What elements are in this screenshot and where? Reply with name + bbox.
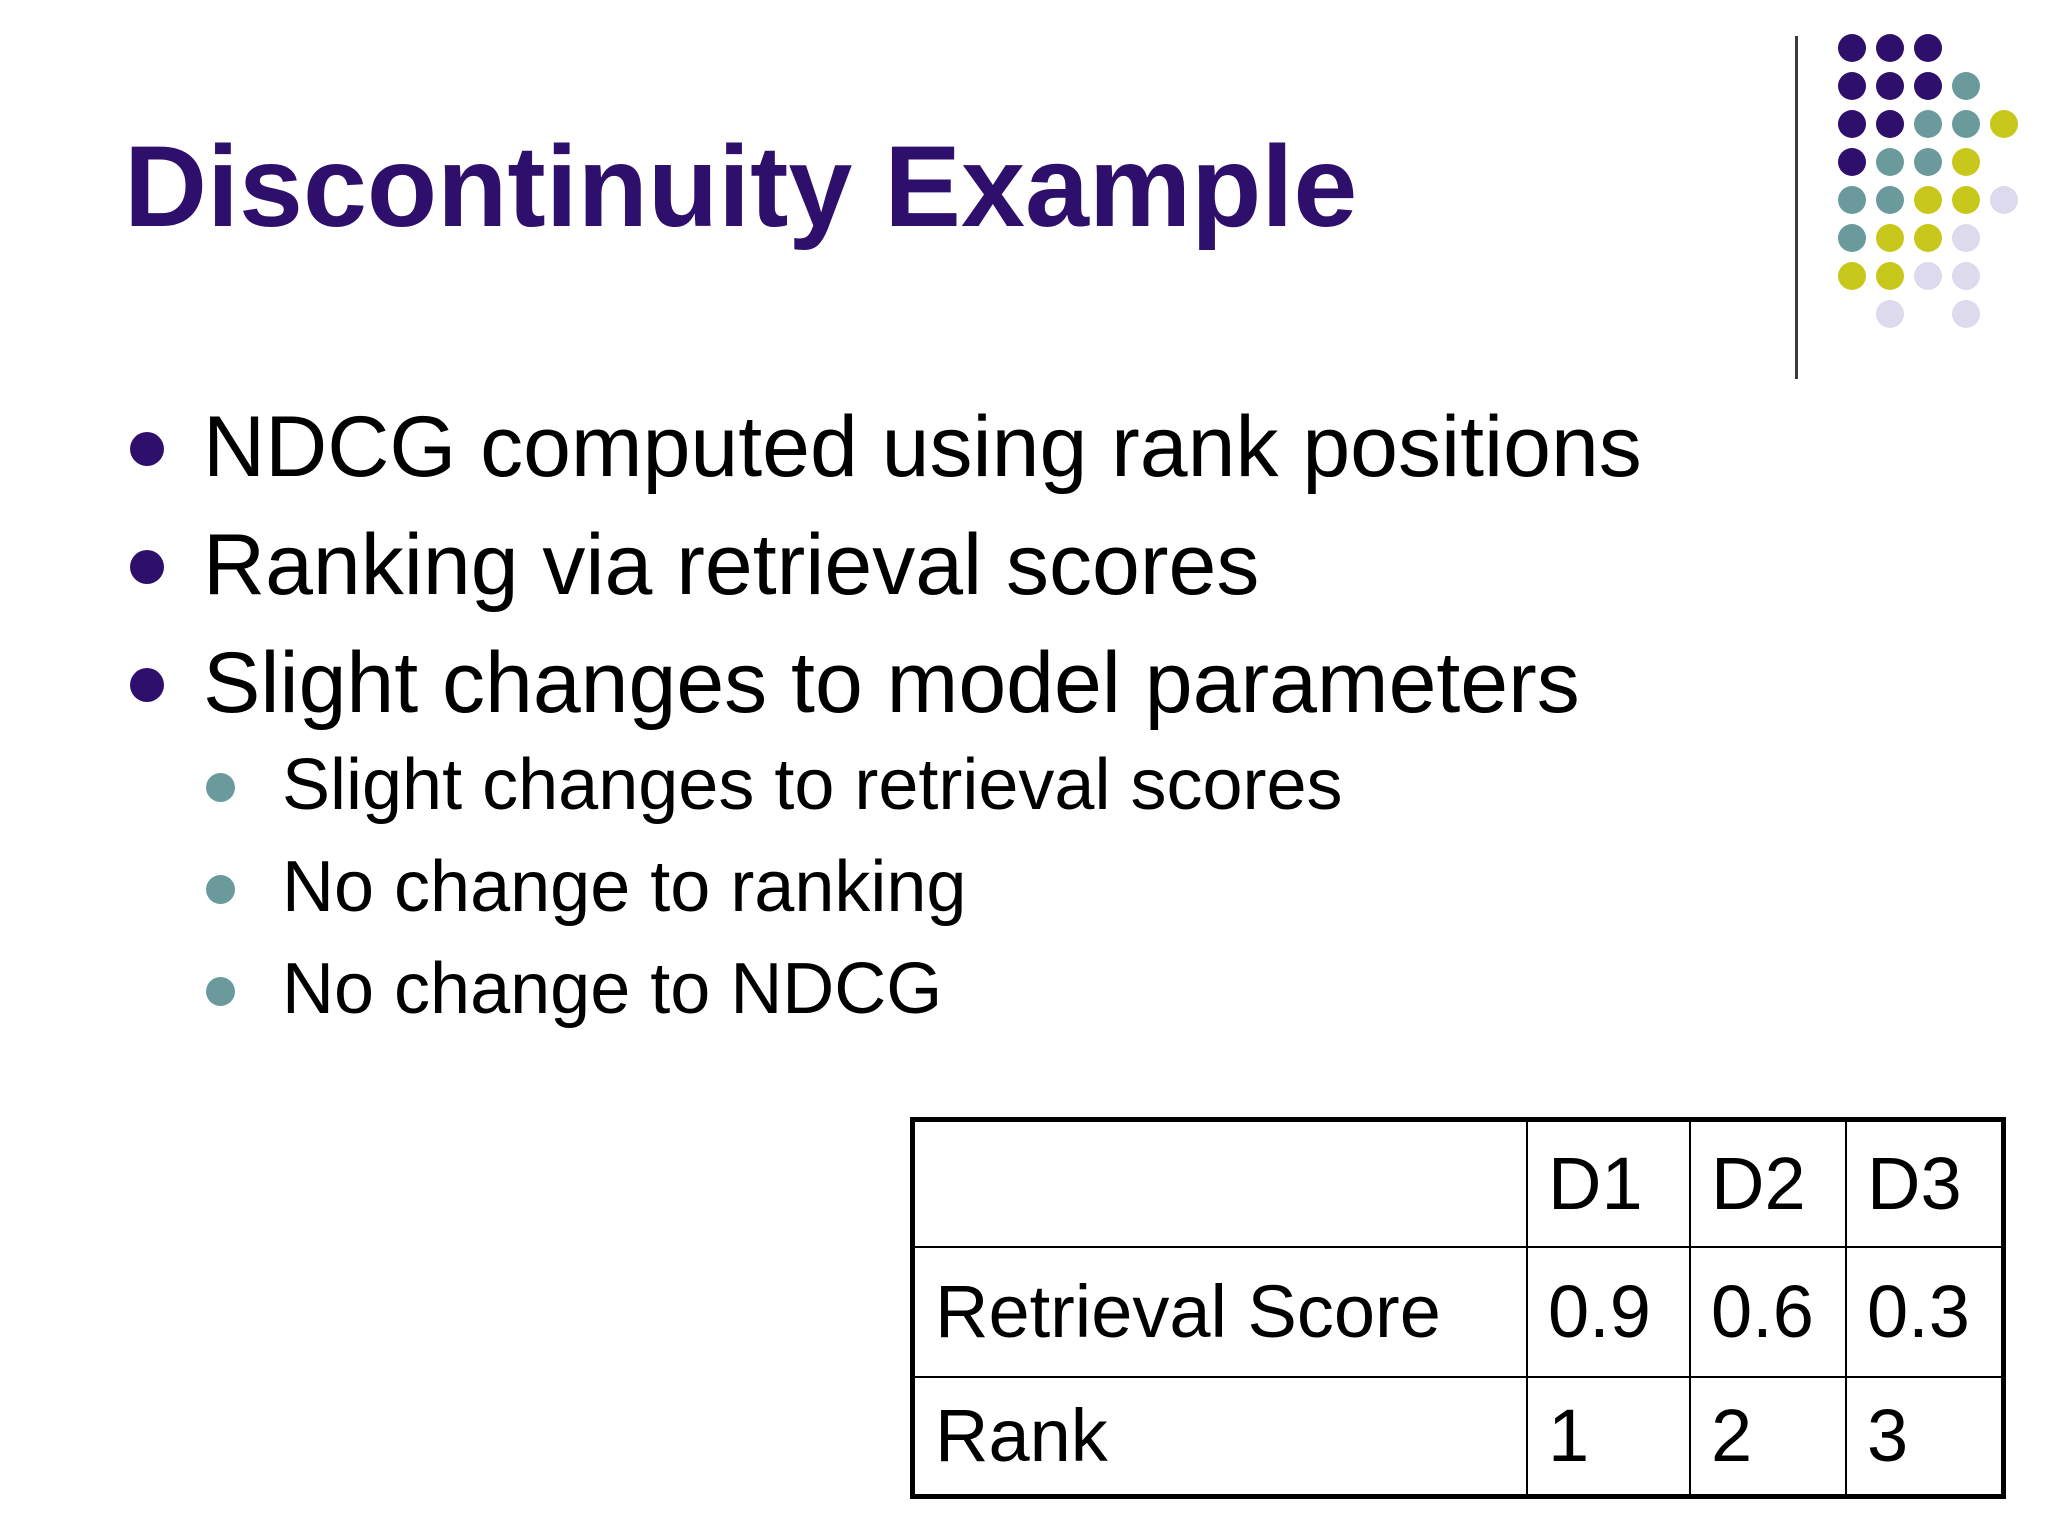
decor-dot-purple [1838,34,1866,62]
bullet-dot-icon [130,432,164,466]
decor-dot-purple [1838,110,1866,138]
decor-dot-teal [1876,186,1904,214]
decor-dot-purple [1838,148,1866,176]
table-header-cell [911,1118,1528,1248]
decor-dot-lavender [1914,262,1942,290]
decor-dot-teal [1952,72,1980,100]
decor-dot-lavender [1952,224,1980,252]
table-cell: 0.6 [1689,1246,1847,1378]
bullet-list: NDCG computed using rank positions Rankin… [130,399,1642,1029]
decor-dot-yellow [1838,262,1866,290]
decor-dot-teal [1914,110,1942,138]
table-header-cell: D3 [1845,1118,2005,1248]
bullet-item: NDCG computed using rank positions [203,399,1642,495]
decor-dot-lavender [1952,262,1980,290]
decor-dot-teal [1876,148,1904,176]
table-row-label: Retrieval Score [911,1246,1528,1378]
sub-bullet-item: No change to NDCG [282,949,943,1029]
decor-dot-lavender [1876,300,1904,328]
table-row: Retrieval Score 0.9 0.6 0.3 [911,1246,2005,1378]
decor-dot-purple [1876,72,1904,100]
table-row-label: Rank [911,1376,1528,1498]
decor-dot-teal [1952,110,1980,138]
decor-dot-teal [1914,148,1942,176]
decor-dot-yellow [1952,186,1980,214]
decor-dot-yellow [1876,224,1904,252]
bullet-item: Slight changes to model parameters [203,635,1580,731]
decor-dot-yellow [1876,262,1904,290]
table-header-cell: D2 [1689,1118,1847,1248]
decor-dot-yellow [1914,224,1942,252]
decor-dot-purple [1838,72,1866,100]
decorative-dot-grid [1838,34,2018,328]
bullet-dot-icon [130,550,164,584]
decor-dot-teal [1838,186,1866,214]
decor-dot-lavender [1952,300,1980,328]
sub-bullet-item: Slight changes to retrieval scores [282,745,1343,825]
decor-dot-teal [1838,224,1866,252]
decor-dot-yellow [1952,148,1980,176]
sub-bullet-dot-icon [206,976,235,1006]
bullet-dot-icon [130,668,164,702]
table-header-cell: D1 [1526,1118,1691,1248]
bullet-item: Ranking via retrieval scores [203,517,1260,613]
table-row: Rank 1 2 3 [911,1376,2005,1498]
rank-table: D1 D2 D3 Retrieval Score 0.9 0.6 0.3 Rank 1 2 3 [910,1117,2006,1499]
title-divider-line [1795,36,1798,379]
decor-dot-purple [1876,34,1904,62]
table-cell: 0.9 [1526,1246,1691,1378]
slide-title: Discontinuity Example [124,123,1358,251]
table-cell: 0.3 [1845,1246,2005,1378]
decor-dot-yellow [1990,110,2018,138]
decor-dot-lavender [1990,186,2018,214]
table-cell: 3 [1845,1376,2005,1498]
table-header-row: D1 D2 D3 [911,1118,2005,1248]
sub-bullet-dot-icon [206,874,235,904]
decor-dot-purple [1914,34,1942,62]
table-cell: 1 [1526,1376,1691,1498]
sub-bullet-dot-icon [206,772,235,802]
decor-dot-purple [1876,110,1904,138]
decor-dot-purple [1914,72,1942,100]
decor-dot-yellow [1914,186,1942,214]
sub-bullet-item: No change to ranking [282,847,967,927]
table-cell: 2 [1689,1376,1847,1498]
